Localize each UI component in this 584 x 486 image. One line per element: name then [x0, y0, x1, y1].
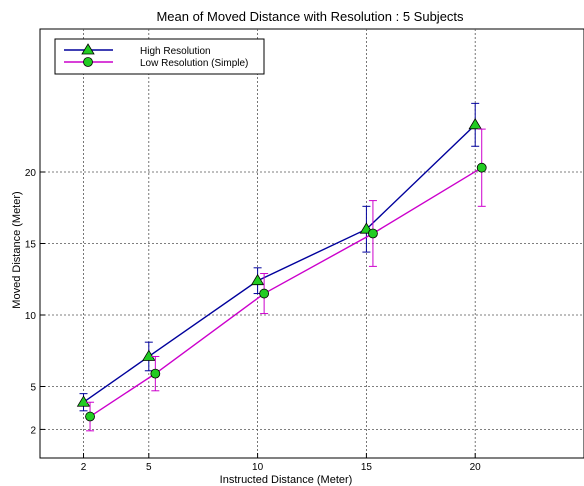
data-point-circle [150, 368, 161, 379]
data-point-triangle [142, 349, 156, 361]
series-low-resolution [85, 128, 487, 432]
data-point-circle [368, 228, 378, 239]
y-tick-label: 10 [25, 311, 37, 322]
y-axis-label: Moved Distance (Meter) [11, 191, 23, 308]
legend-label-low: Low Resolution (Simple) [140, 58, 248, 69]
x-tick-label: 10 [252, 462, 264, 473]
legend-circle-marker [83, 57, 93, 67]
chart-title: Mean of Moved Distance with Resolution :… [156, 9, 464, 24]
data-point-triangle [76, 395, 91, 407]
y-tick-label: 15 [25, 240, 37, 251]
legend-triangle-marker [81, 43, 95, 55]
series [76, 102, 487, 432]
x-tick-label: 2 [81, 462, 87, 473]
series-high-resolution [76, 102, 482, 412]
x-tick-label: 5 [146, 462, 152, 473]
y-tick-label: 2 [30, 425, 36, 436]
data-point-triangle [250, 273, 265, 286]
y-tick-label: 20 [25, 168, 37, 179]
data-point-circle [85, 411, 95, 422]
legend-box [54, 38, 265, 75]
x-tick-label: 15 [361, 462, 373, 473]
data-point-circle [476, 162, 487, 173]
x-axis-label: Instructed Distance (Meter) [220, 474, 353, 486]
data-point-circle [259, 288, 270, 299]
data-point-triangle [468, 118, 482, 130]
legend-label-high: High Resolution [140, 46, 211, 57]
legend: High Resolution Low Resolution (Simple) [54, 38, 265, 75]
grid [40, 29, 584, 458]
y-tick-label: 5 [30, 383, 36, 394]
x-tick-label: 20 [470, 462, 482, 473]
